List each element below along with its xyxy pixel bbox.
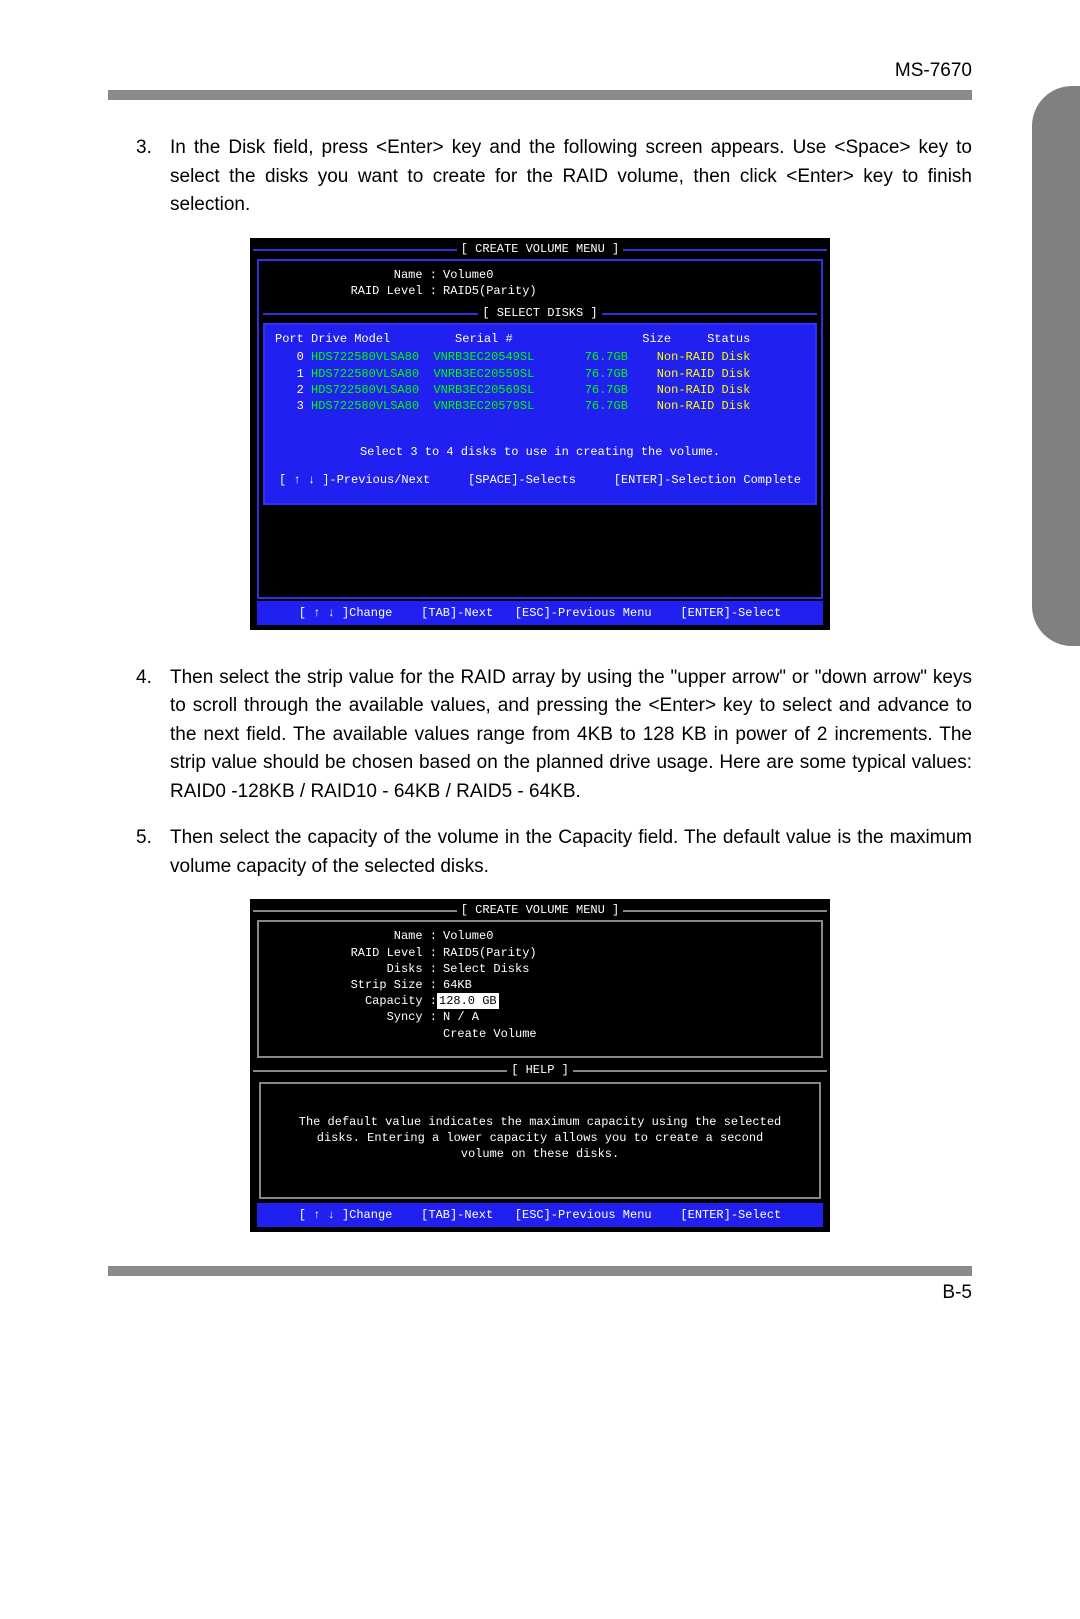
instruction-item: 3. In the Disk field, press <Enter> key …: [136, 134, 972, 220]
side-tab: Appendix B: [1032, 86, 1080, 646]
select-disks-title: [ SELECT DISKS ]: [478, 306, 601, 320]
field-label: RAID Level :: [267, 283, 437, 299]
bios-screenshot-2: [ CREATE VOLUME MENU ] Name :Volume0 RAI…: [250, 899, 830, 1231]
help-line: volume on these disks.: [281, 1146, 799, 1162]
field-label: Syncy :: [267, 1009, 437, 1025]
field-value: RAID5(Parity): [437, 283, 537, 299]
footer-rule: [108, 1266, 972, 1276]
field-label: RAID Level :: [267, 945, 437, 961]
field-value: Volume0: [437, 928, 493, 944]
doc-header: MS-7670: [108, 60, 972, 82]
bios2-fields: Name :Volume0 RAID Level :RAID5(Parity) …: [259, 922, 821, 1047]
field-value: Volume0: [437, 267, 493, 283]
field-value: Select Disks: [437, 961, 529, 977]
field-label: Name :: [267, 267, 437, 283]
disk-table: Port Drive Model Serial # Size Status 0 …: [263, 323, 817, 504]
field-label: Capacity :: [267, 993, 437, 1009]
item-text: Then select the strip value for the RAID…: [170, 664, 972, 807]
bios1-fields: Name :Volume0 RAID Level :RAID5(Parity): [259, 261, 821, 305]
bios-screenshot-1: [ CREATE VOLUME MENU ] Name :Volume0 RAI…: [250, 238, 830, 630]
field-value-highlighted: 128.0 GB: [437, 993, 499, 1009]
help-line: disks. Entering a lower capacity allows …: [281, 1130, 799, 1146]
menu-title: [ CREATE VOLUME MENU ]: [457, 903, 623, 917]
item-text: Then select the capacity of the volume i…: [170, 824, 972, 881]
item-number: 4.: [136, 664, 170, 807]
item-text: In the Disk field, press <Enter> key and…: [170, 134, 972, 220]
instruction-item: 4. Then select the strip value for the R…: [136, 664, 972, 807]
field-value: RAID5(Parity): [437, 945, 537, 961]
nav-enter: [ENTER]-Selection Complete: [614, 472, 801, 488]
field-label: Name :: [267, 928, 437, 944]
field-value: N / A: [437, 1009, 479, 1025]
side-tab-label: Appendix B: [1004, 286, 1035, 429]
disk-row: 1 HDS722580VLSA80 VNRB3EC20559SL 76.7GB …: [275, 366, 805, 382]
bottom-bar: [ ↑ ↓ ]Change [TAB]-Next [ESC]-Previous …: [257, 1203, 823, 1227]
select-hint: Select 3 to 4 disks to use in creating t…: [275, 444, 805, 460]
select-disks-title-row: [ SELECT DISKS ]: [263, 305, 817, 321]
field-value: 64KB: [437, 977, 472, 993]
instruction-item: 5. Then select the capacity of the volum…: [136, 824, 972, 881]
field-label: Disks :: [267, 961, 437, 977]
header-rule: [108, 90, 972, 100]
item-number: 3.: [136, 134, 170, 220]
disk-table-header: Port Drive Model Serial # Size Status: [275, 331, 805, 347]
page-number: B-5: [108, 1282, 972, 1304]
field-value: Create Volume: [437, 1026, 537, 1042]
item-number: 5.: [136, 824, 170, 881]
field-label: Strip Size :: [267, 977, 437, 993]
help-title-row: [ HELP ]: [253, 1062, 827, 1078]
nav-space: [SPACE]-Selects: [468, 472, 576, 488]
help-line: The default value indicates the maximum …: [281, 1114, 799, 1130]
disk-row: 3 HDS722580VLSA80 VNRB3EC20579SL 76.7GB …: [275, 398, 805, 414]
nav-prev: [ ↑ ↓ ]-Previous/Next: [279, 472, 430, 488]
menu-title-row: [ CREATE VOLUME MENU ]: [253, 902, 827, 918]
bottom-bar: [ ↑ ↓ ]Change [TAB]-Next [ESC]-Previous …: [257, 601, 823, 625]
help-box: The default value indicates the maximum …: [259, 1082, 821, 1199]
menu-title: [ CREATE VOLUME MENU ]: [457, 242, 623, 256]
disk-row: 0 HDS722580VLSA80 VNRB3EC20549SL 76.7GB …: [275, 349, 805, 365]
nav-row: [ ↑ ↓ ]-Previous/Next [SPACE]-Selects [E…: [275, 468, 805, 492]
disk-row: 2 HDS722580VLSA80 VNRB3EC20569SL 76.7GB …: [275, 382, 805, 398]
help-title: [ HELP ]: [507, 1063, 573, 1077]
menu-title-row: [ CREATE VOLUME MENU ]: [253, 241, 827, 257]
